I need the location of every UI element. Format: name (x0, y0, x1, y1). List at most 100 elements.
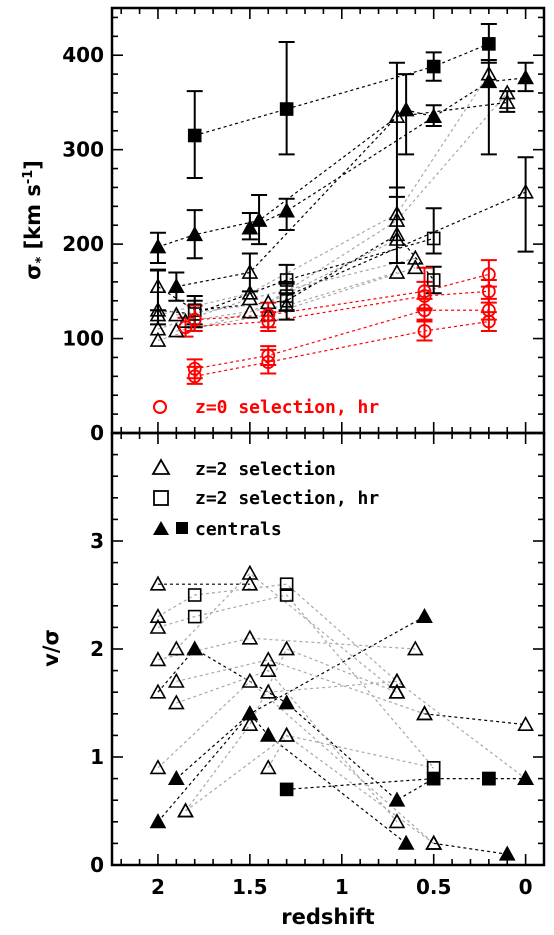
top-plot-frame (110, 6, 546, 435)
bottom-x-axis-title: redshift (281, 905, 374, 929)
filled-triangle-point (425, 107, 443, 124)
open-triangle-point (167, 672, 185, 688)
open-triangle-point (278, 726, 295, 742)
track-line (176, 659, 425, 715)
bottom-data-tracks (149, 564, 534, 861)
track-line (194, 320, 489, 377)
top-y-axis-title: σ* [km s-1] (21, 160, 49, 280)
y-tick-label: 1 (90, 745, 104, 769)
open-circle-point (417, 284, 432, 299)
open-triangle-point (149, 607, 167, 624)
open-triangle-point (259, 759, 277, 775)
filled-triangle-point (480, 73, 498, 89)
filled-triangle-point (517, 769, 534, 786)
filled-triangle-point (167, 769, 185, 786)
open-square-point (279, 293, 294, 308)
track-line (157, 594, 435, 769)
track-line (157, 237, 434, 315)
track-line (286, 191, 526, 297)
filled-triangle-point (149, 813, 167, 829)
open-square-point (279, 273, 294, 287)
filled-triangle-point (498, 845, 516, 861)
open-triangle-point (241, 303, 259, 319)
open-triangle-point (167, 306, 185, 322)
bottom-legend: z=2 selection z=2 selection, hr centrals (151, 458, 379, 540)
track-line (185, 290, 489, 328)
filled-square-point (426, 771, 441, 786)
track-line (194, 309, 489, 370)
open-triangle-point (241, 672, 259, 688)
open-triangle-point (241, 629, 259, 645)
legend-marker-z2 (151, 458, 171, 475)
open-triangle-point (259, 661, 277, 678)
open-triangle-point (388, 205, 406, 221)
open-triangle-point (517, 183, 534, 199)
filled-triangle-point (278, 202, 295, 218)
filled-square-point (279, 102, 294, 116)
markers (149, 37, 534, 384)
track-line (194, 273, 490, 321)
track-line (433, 842, 508, 855)
filled-triangle-point (416, 607, 433, 624)
open-triangle-point (425, 834, 443, 850)
open-square-point (279, 577, 294, 592)
track-line (286, 778, 434, 790)
track-line (176, 669, 398, 823)
filled-triangle-point (250, 211, 268, 227)
x-tick-label: 0 (519, 875, 533, 899)
track-line (176, 101, 508, 288)
open-triangle-point (388, 683, 406, 699)
y-tick-label: 300 (62, 138, 104, 162)
top-axis-ticks (112, 8, 544, 434)
legend-marker-z2-hr (153, 490, 169, 506)
track-line (194, 43, 490, 137)
open-triangle-point (388, 211, 406, 227)
open-circle-point (481, 267, 496, 282)
track-lines (157, 572, 526, 855)
legend-marker-centrals-triangle (153, 521, 169, 535)
track-line (176, 92, 508, 316)
open-circle-point (187, 361, 202, 376)
open-triangle-point (388, 672, 406, 688)
open-circle-point (417, 303, 432, 318)
filled-triangle-point (517, 69, 534, 85)
legend-label-centrals: centrals (195, 519, 282, 540)
open-triangle-point (241, 564, 259, 580)
legend-marker-centrals-square (176, 522, 188, 534)
filled-square-point (482, 771, 496, 786)
open-triangle-point (241, 284, 259, 300)
open-triangle-point (388, 230, 406, 246)
x-tick-label: 2 (151, 875, 165, 899)
y-tick-label: 200 (62, 232, 104, 256)
track-line (424, 713, 526, 726)
open-triangle-point (498, 84, 516, 100)
bottom-axis-ticks (112, 432, 544, 866)
open-triangle-point (388, 813, 406, 829)
open-triangle-point (241, 263, 259, 279)
open-square-point (187, 588, 202, 602)
open-triangle-point (149, 331, 167, 347)
open-triangle-point (241, 715, 259, 732)
open-triangle-point (149, 301, 167, 317)
open-triangle-point (149, 618, 167, 634)
open-triangle-point (406, 249, 424, 265)
open-circle-point (178, 320, 193, 335)
filled-triangle-point (278, 694, 295, 710)
bottom-y-tick-labels: 0 1 2 3 (90, 529, 104, 877)
open-circle-point (417, 289, 432, 303)
open-square-point (426, 273, 441, 287)
open-square-point (187, 609, 202, 624)
open-triangle-point (406, 259, 424, 275)
open-triangle-point (388, 226, 406, 242)
open-triangle-point (388, 107, 406, 124)
open-triangle-point (498, 93, 516, 109)
open-circle-point (261, 308, 276, 322)
bottom-x-tick-labels: 2 1.5 1 0.5 0 (151, 875, 533, 899)
filled-square-point (279, 782, 294, 797)
open-triangle-point (278, 640, 295, 656)
top-legend: z=0 selection, hr (153, 397, 379, 418)
top-data-tracks (149, 23, 534, 385)
open-circle-point (261, 348, 276, 363)
open-triangle-point (167, 640, 185, 656)
filled-triangle-point (186, 640, 204, 656)
